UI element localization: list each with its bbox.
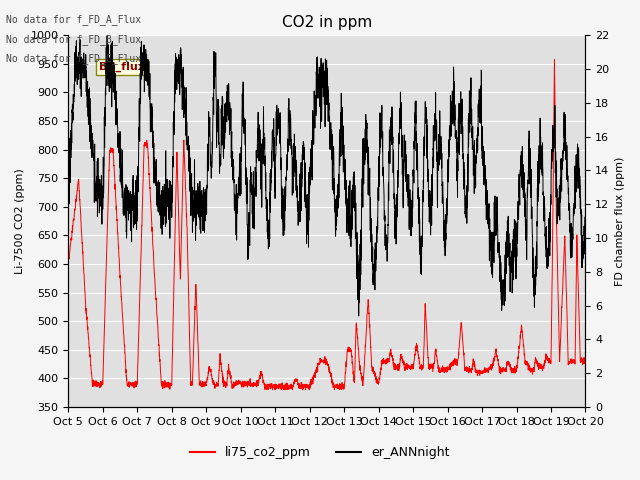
- Title: CO2 in ppm: CO2 in ppm: [282, 15, 372, 30]
- Y-axis label: FD chamber flux (ppm): FD chamber flux (ppm): [615, 156, 625, 286]
- Y-axis label: Li-7500 CO2 (ppm): Li-7500 CO2 (ppm): [15, 168, 25, 274]
- Text: No data for f_FD_B_Flux: No data for f_FD_B_Flux: [6, 34, 141, 45]
- Text: BC_flux: BC_flux: [99, 61, 145, 72]
- Text: No data for f_FD_A_Flux: No data for f_FD_A_Flux: [6, 14, 141, 25]
- Text: No data for f_FD_C_Flux: No data for f_FD_C_Flux: [6, 53, 141, 64]
- Legend: li75_co2_ppm, er_ANNnight: li75_co2_ppm, er_ANNnight: [186, 441, 454, 464]
